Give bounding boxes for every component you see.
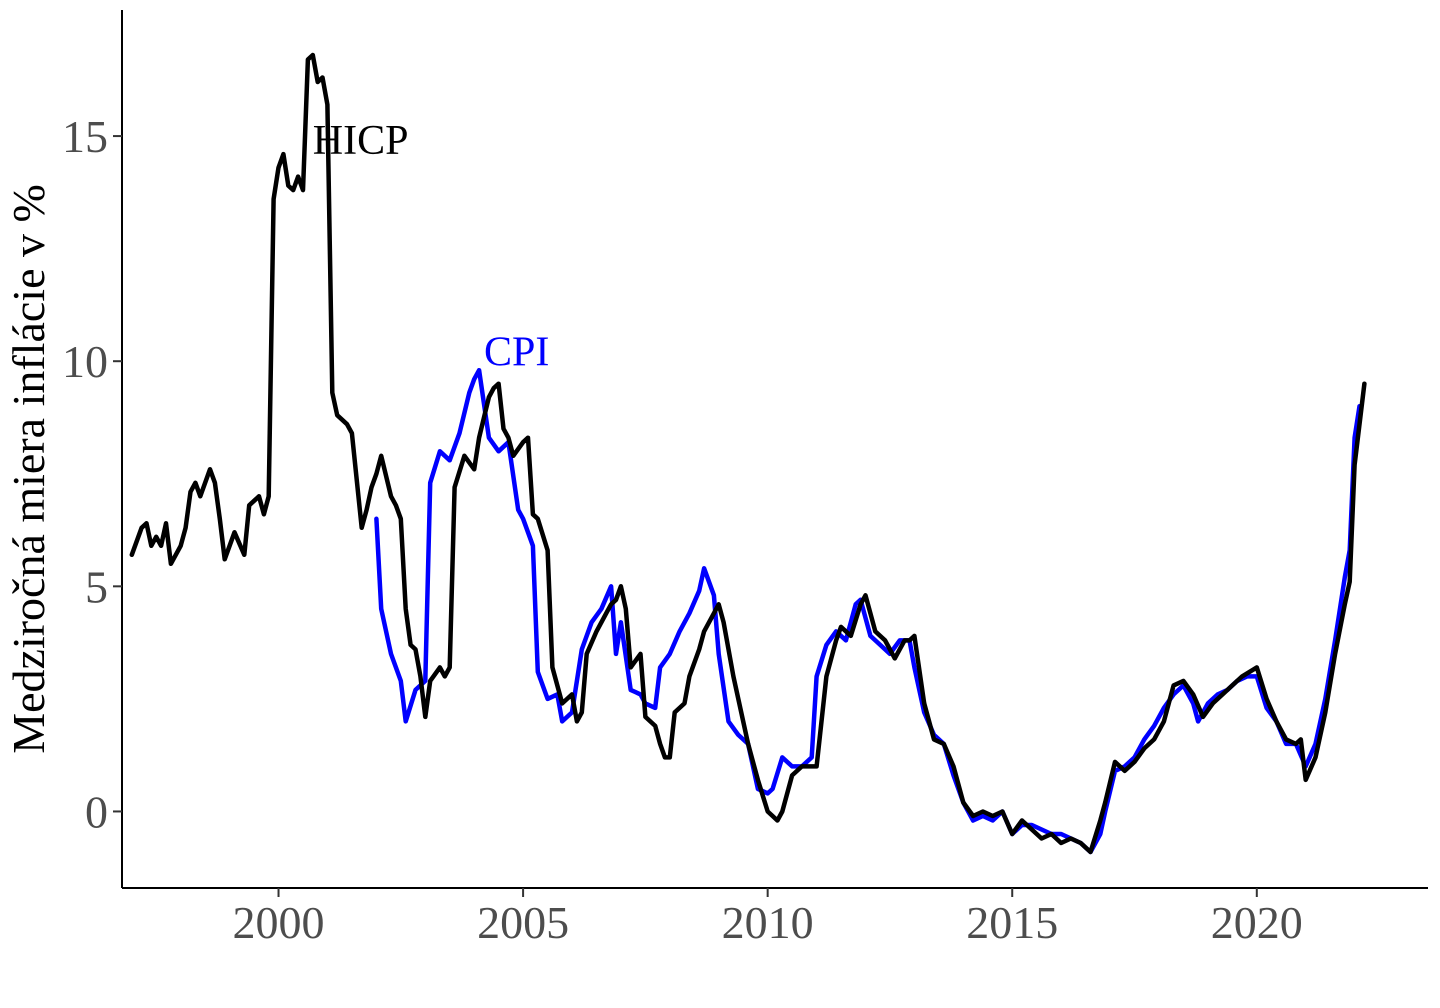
y-tick-label: 10 (62, 336, 108, 387)
series-line-cpi (374, 367, 1362, 855)
series-line-hicp (129, 52, 1367, 855)
x-tick-label: 2020 (1211, 897, 1303, 948)
y-tick-label: 0 (85, 786, 108, 837)
series-labels: CPI HICP (313, 118, 550, 376)
y-tick-label: 15 (62, 111, 108, 162)
series-label-hicp: HICP (313, 118, 409, 164)
x-tick-label: 2000 (233, 897, 325, 948)
y-tick-label: 5 (85, 561, 108, 612)
x-tick-label: 2005 (477, 897, 569, 948)
x-tick-label: 2010 (722, 897, 814, 948)
series (129, 52, 1367, 855)
axes (121, 10, 1428, 889)
ticks: 2000 2005 2010 2015 2020 0 5 10 15 (62, 111, 1303, 948)
x-tick-label: 2015 (966, 897, 1058, 948)
y-axis-title: Medziročná miera inflácie v % (3, 184, 54, 754)
series-label-cpi: CPI (484, 330, 549, 376)
